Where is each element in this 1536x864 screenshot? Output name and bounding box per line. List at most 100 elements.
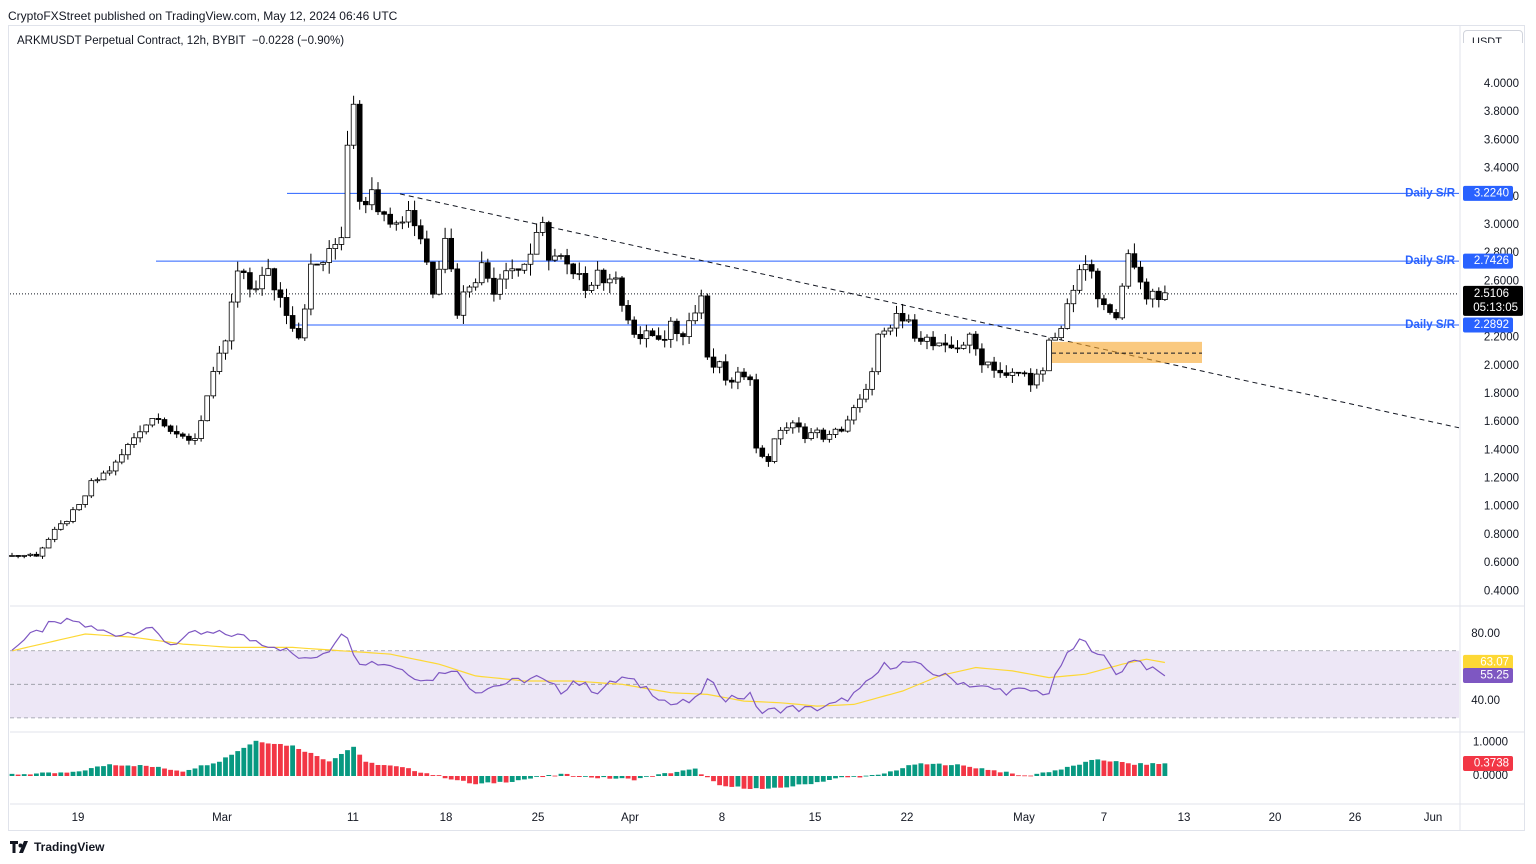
candle-up — [112, 461, 119, 472]
candle-down — [729, 379, 735, 383]
histogram-bar — [387, 765, 393, 776]
histogram-bar — [1095, 759, 1101, 776]
candle-up — [558, 255, 564, 257]
candle-up — [466, 286, 473, 293]
candle-up — [698, 295, 705, 314]
histogram-bar — [796, 776, 802, 785]
histogram-bar — [973, 768, 979, 776]
histogram-bar — [949, 765, 954, 776]
candle-down — [1027, 372, 1034, 386]
histogram-bar — [552, 775, 558, 777]
candle-down — [271, 268, 278, 291]
symbol-legend[interactable]: ARKMUSDT Perpetual Contract, 12h, BYBIT … — [17, 35, 344, 47]
candle-up — [265, 268, 271, 276]
candle-up — [9, 555, 15, 557]
candle-up — [521, 263, 528, 271]
candle-up — [27, 553, 34, 556]
histogram-bar — [314, 756, 320, 776]
demand-zone — [1052, 341, 1202, 363]
histogram-bar — [741, 776, 747, 789]
candle-up — [88, 480, 95, 497]
candle-down — [759, 447, 766, 457]
histogram-bar — [961, 765, 966, 776]
candle-down — [802, 426, 808, 439]
histogram-bar — [101, 766, 106, 776]
candle-down — [918, 337, 924, 342]
sr-value-tag: 2.2892 — [1474, 319, 1509, 331]
histogram-bar — [753, 776, 759, 789]
candle-down — [167, 425, 174, 432]
candle-up — [851, 407, 857, 421]
candle-up — [985, 361, 991, 366]
histogram-value-tag: 0.3738 — [1474, 758, 1509, 770]
candle-up — [814, 429, 820, 434]
candle-down — [637, 333, 644, 340]
price-tick-label: 0.6000 — [1484, 557, 1519, 569]
candle-down — [1137, 266, 1144, 283]
candle-up — [808, 432, 814, 439]
histogram-bar — [924, 764, 930, 776]
histogram-bar — [204, 765, 210, 776]
candle-down — [582, 273, 589, 291]
histogram-bar — [424, 773, 430, 776]
histogram-bar — [174, 770, 180, 776]
candle-up — [460, 291, 467, 316]
histogram-bar — [839, 776, 844, 778]
candle-up — [94, 479, 101, 482]
candle-down — [661, 338, 668, 341]
candle-up — [100, 472, 107, 481]
histogram-bar — [1101, 760, 1107, 776]
candle-up — [228, 301, 235, 342]
rsi-ma-line — [11, 633, 1166, 707]
candle-up — [436, 268, 442, 295]
histogram-bar — [564, 773, 570, 776]
histogram-bar — [1071, 765, 1076, 776]
histogram-bar — [125, 765, 131, 776]
candle-down — [899, 312, 906, 322]
candle-down — [741, 371, 747, 378]
candle-up — [204, 395, 211, 422]
histogram-bar — [430, 775, 436, 776]
candle-up — [588, 284, 595, 291]
histogram-bar — [332, 758, 338, 776]
time-tick-label: 26 — [1349, 812, 1362, 824]
candle-down — [417, 225, 424, 240]
candle-down — [948, 344, 955, 349]
histogram-bar — [485, 776, 491, 783]
histogram-bar — [613, 776, 619, 779]
candle-up — [869, 371, 875, 390]
candle-up — [527, 253, 534, 265]
histogram-bar — [558, 773, 564, 776]
candle-down — [600, 269, 607, 284]
candle-down — [625, 304, 631, 321]
time-tick-label: 20 — [1269, 812, 1282, 824]
histogram-bar — [1010, 773, 1015, 776]
candle-up — [668, 320, 674, 340]
histogram-bar — [955, 764, 960, 776]
histogram-bar — [149, 766, 155, 776]
histogram-bar — [631, 776, 637, 781]
histogram-bar — [985, 769, 991, 776]
histogram-bar — [339, 753, 344, 776]
candle-up — [905, 319, 912, 322]
candle-up — [350, 103, 357, 146]
histogram-bar — [217, 761, 222, 776]
candle-up — [924, 336, 930, 342]
tradingview-brand[interactable]: TradingView — [10, 840, 104, 854]
histogram-bar — [15, 774, 21, 776]
candle-down — [1015, 371, 1022, 374]
histogram-bar — [107, 764, 112, 776]
candle-up — [301, 308, 308, 339]
histogram-bar — [576, 776, 582, 778]
candle-up — [735, 371, 741, 383]
candle-down — [411, 210, 418, 227]
time-tick-label: 7 — [1101, 812, 1107, 824]
histogram-bar — [583, 776, 588, 777]
pane-separators — [10, 25, 1525, 831]
histogram-bar — [400, 767, 405, 776]
histogram-bar — [881, 773, 887, 776]
rsi-ma-tag-bg — [1463, 654, 1513, 670]
histogram-bar — [735, 776, 741, 787]
candle-up — [857, 398, 863, 409]
